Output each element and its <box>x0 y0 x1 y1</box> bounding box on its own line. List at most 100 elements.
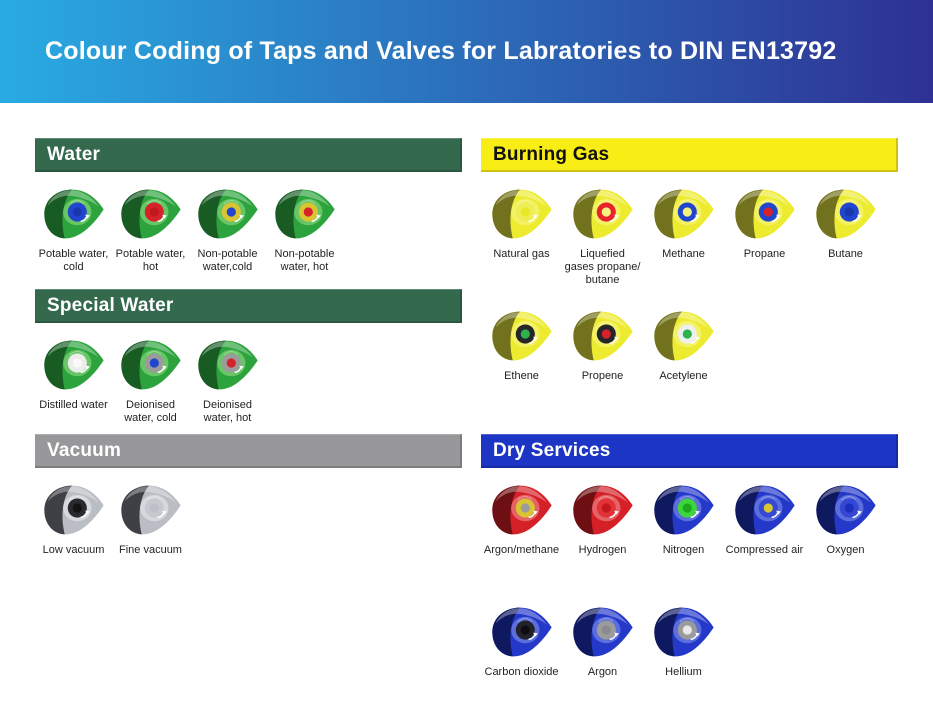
tap-valve-icon <box>570 481 636 539</box>
tap-valve-icon <box>732 481 798 539</box>
tap-valve-icon <box>489 603 555 661</box>
tap-label: Non-potable water, hot <box>274 248 335 273</box>
tap-row: Natural gas Liquefied gases propane/ but… <box>481 185 898 294</box>
tap-item: Natural gas <box>481 185 562 261</box>
tap-valve-icon <box>732 185 798 243</box>
tap-valve-icon <box>813 185 879 243</box>
section-vacuum: Vacuum Low vacuum Fine vacuum <box>35 434 462 557</box>
tap-item: Compressed air <box>724 481 805 557</box>
tap-item: Hellium <box>643 603 724 679</box>
tap-label: Nitrogen <box>662 544 705 556</box>
section-rows: Natural gas Liquefied gases propane/ but… <box>481 185 898 416</box>
tap-label: Potable water, hot <box>115 248 186 273</box>
tap-label: Fine vacuum <box>119 544 182 556</box>
tap-valve-icon <box>489 185 555 243</box>
tap-row: Potable water, cold Potable water, hot N… <box>35 185 462 274</box>
tap-label: Deionised water, hot <box>203 399 252 424</box>
tap-valve-icon <box>651 307 717 365</box>
tap-valve-icon <box>41 185 107 243</box>
tap-valve-icon <box>195 185 261 243</box>
tap-item: Liquefied gases propane/ butane <box>562 185 643 287</box>
tap-item: Oxygen <box>805 481 886 557</box>
tap-label: Argon <box>587 666 618 678</box>
tap-valve-icon <box>41 481 107 539</box>
tap-label: Compressed air <box>725 544 804 556</box>
section-rows: Low vacuum Fine vacuum <box>35 481 462 557</box>
section-burning-gas: Burning Gas Natural gas Liquefied gases … <box>481 138 898 416</box>
tap-valve-icon <box>272 185 338 243</box>
tap-label: Butane <box>828 248 863 260</box>
tap-item: Argon/methane <box>481 481 562 557</box>
tap-valve-icon <box>195 336 261 394</box>
section-title: Vacuum <box>47 440 122 461</box>
tap-label: Ethene <box>504 370 539 382</box>
tap-item: Non-potable water,cold <box>189 185 266 274</box>
tap-valve-icon <box>651 481 717 539</box>
tap-label: Propene <box>581 370 624 382</box>
tap-valve-icon <box>41 336 107 394</box>
tap-valve-icon <box>813 481 879 539</box>
tap-item: Potable water, cold <box>35 185 112 274</box>
tap-label: Potable water, cold <box>38 248 109 273</box>
section-special-water: Special Water Distilled water Deionised … <box>35 289 462 425</box>
tap-label: Non-potable water,cold <box>197 248 258 273</box>
tap-item: Argon <box>562 603 643 679</box>
section-rows: Argon/methane Hydrogen Nitrogen <box>481 481 898 712</box>
section-rows: Distilled water Deionised water, cold De… <box>35 336 462 425</box>
tap-item: Propane <box>724 185 805 261</box>
tap-item: Deionised water, hot <box>189 336 266 425</box>
section-water: Water Potable water, cold Potable water,… <box>35 138 462 274</box>
tap-valve-icon <box>118 336 184 394</box>
tap-item: Acetylene <box>643 307 724 383</box>
tap-item: Nitrogen <box>643 481 724 557</box>
tap-item: Low vacuum <box>35 481 112 557</box>
section-title: Special Water <box>47 295 174 316</box>
section-header: Special Water <box>35 289 462 323</box>
tap-label: Propane <box>743 248 786 260</box>
tap-valve-icon <box>570 307 636 365</box>
tap-valve-icon <box>651 603 717 661</box>
section-title: Water <box>47 144 101 165</box>
tap-item: Distilled water <box>35 336 112 412</box>
tap-item: Deionised water, cold <box>112 336 189 425</box>
page-title: Colour Coding of Taps and Valves for Lab… <box>45 37 837 65</box>
section-header: Dry Services <box>481 434 898 468</box>
tap-item: Methane <box>643 185 724 261</box>
tap-item: Propene <box>562 307 643 383</box>
tap-label: Hellium <box>665 666 702 678</box>
tap-label: Carbon dioxide <box>484 666 559 678</box>
tap-label: Hydrogen <box>578 544 627 556</box>
tap-row: Low vacuum Fine vacuum <box>35 481 462 557</box>
tap-item: Carbon dioxide <box>481 603 562 679</box>
tap-item: Fine vacuum <box>112 481 189 557</box>
tap-label: Deionised water, cold <box>124 399 177 424</box>
tap-label: Low vacuum <box>42 544 105 556</box>
tap-label: Argon/methane <box>483 544 560 556</box>
tap-label: Acetylene <box>659 370 708 382</box>
section-header: Water <box>35 138 462 172</box>
tap-row: Ethene Propene Acetylene <box>481 307 898 416</box>
tap-row: Distilled water Deionised water, cold De… <box>35 336 462 425</box>
tap-valve-icon <box>118 185 184 243</box>
section-dry-services: Dry Services Argon/methane Hydrogen <box>481 434 898 712</box>
section-rows: Potable water, cold Potable water, hot N… <box>35 185 462 274</box>
tap-valve-icon <box>489 307 555 365</box>
section-title: Dry Services <box>493 440 611 461</box>
tap-row: Carbon dioxide Argon Hellium <box>481 603 898 712</box>
tap-row: Argon/methane Hydrogen Nitrogen <box>481 481 898 590</box>
section-header: Burning Gas <box>481 138 898 172</box>
tap-item: Butane <box>805 185 886 261</box>
tap-valve-icon <box>489 481 555 539</box>
tap-valve-icon <box>570 185 636 243</box>
tap-valve-icon <box>570 603 636 661</box>
tap-label: Methane <box>662 248 705 260</box>
tap-label: Natural gas <box>493 248 550 260</box>
tap-item: Non-potable water, hot <box>266 185 343 274</box>
tap-label: Oxygen <box>826 544 865 556</box>
tap-label: Liquefied gases propane/ butane <box>564 248 641 286</box>
tap-label: Distilled water <box>39 399 108 411</box>
tap-valve-icon <box>118 481 184 539</box>
tap-valve-icon <box>651 185 717 243</box>
tap-item: Hydrogen <box>562 481 643 557</box>
